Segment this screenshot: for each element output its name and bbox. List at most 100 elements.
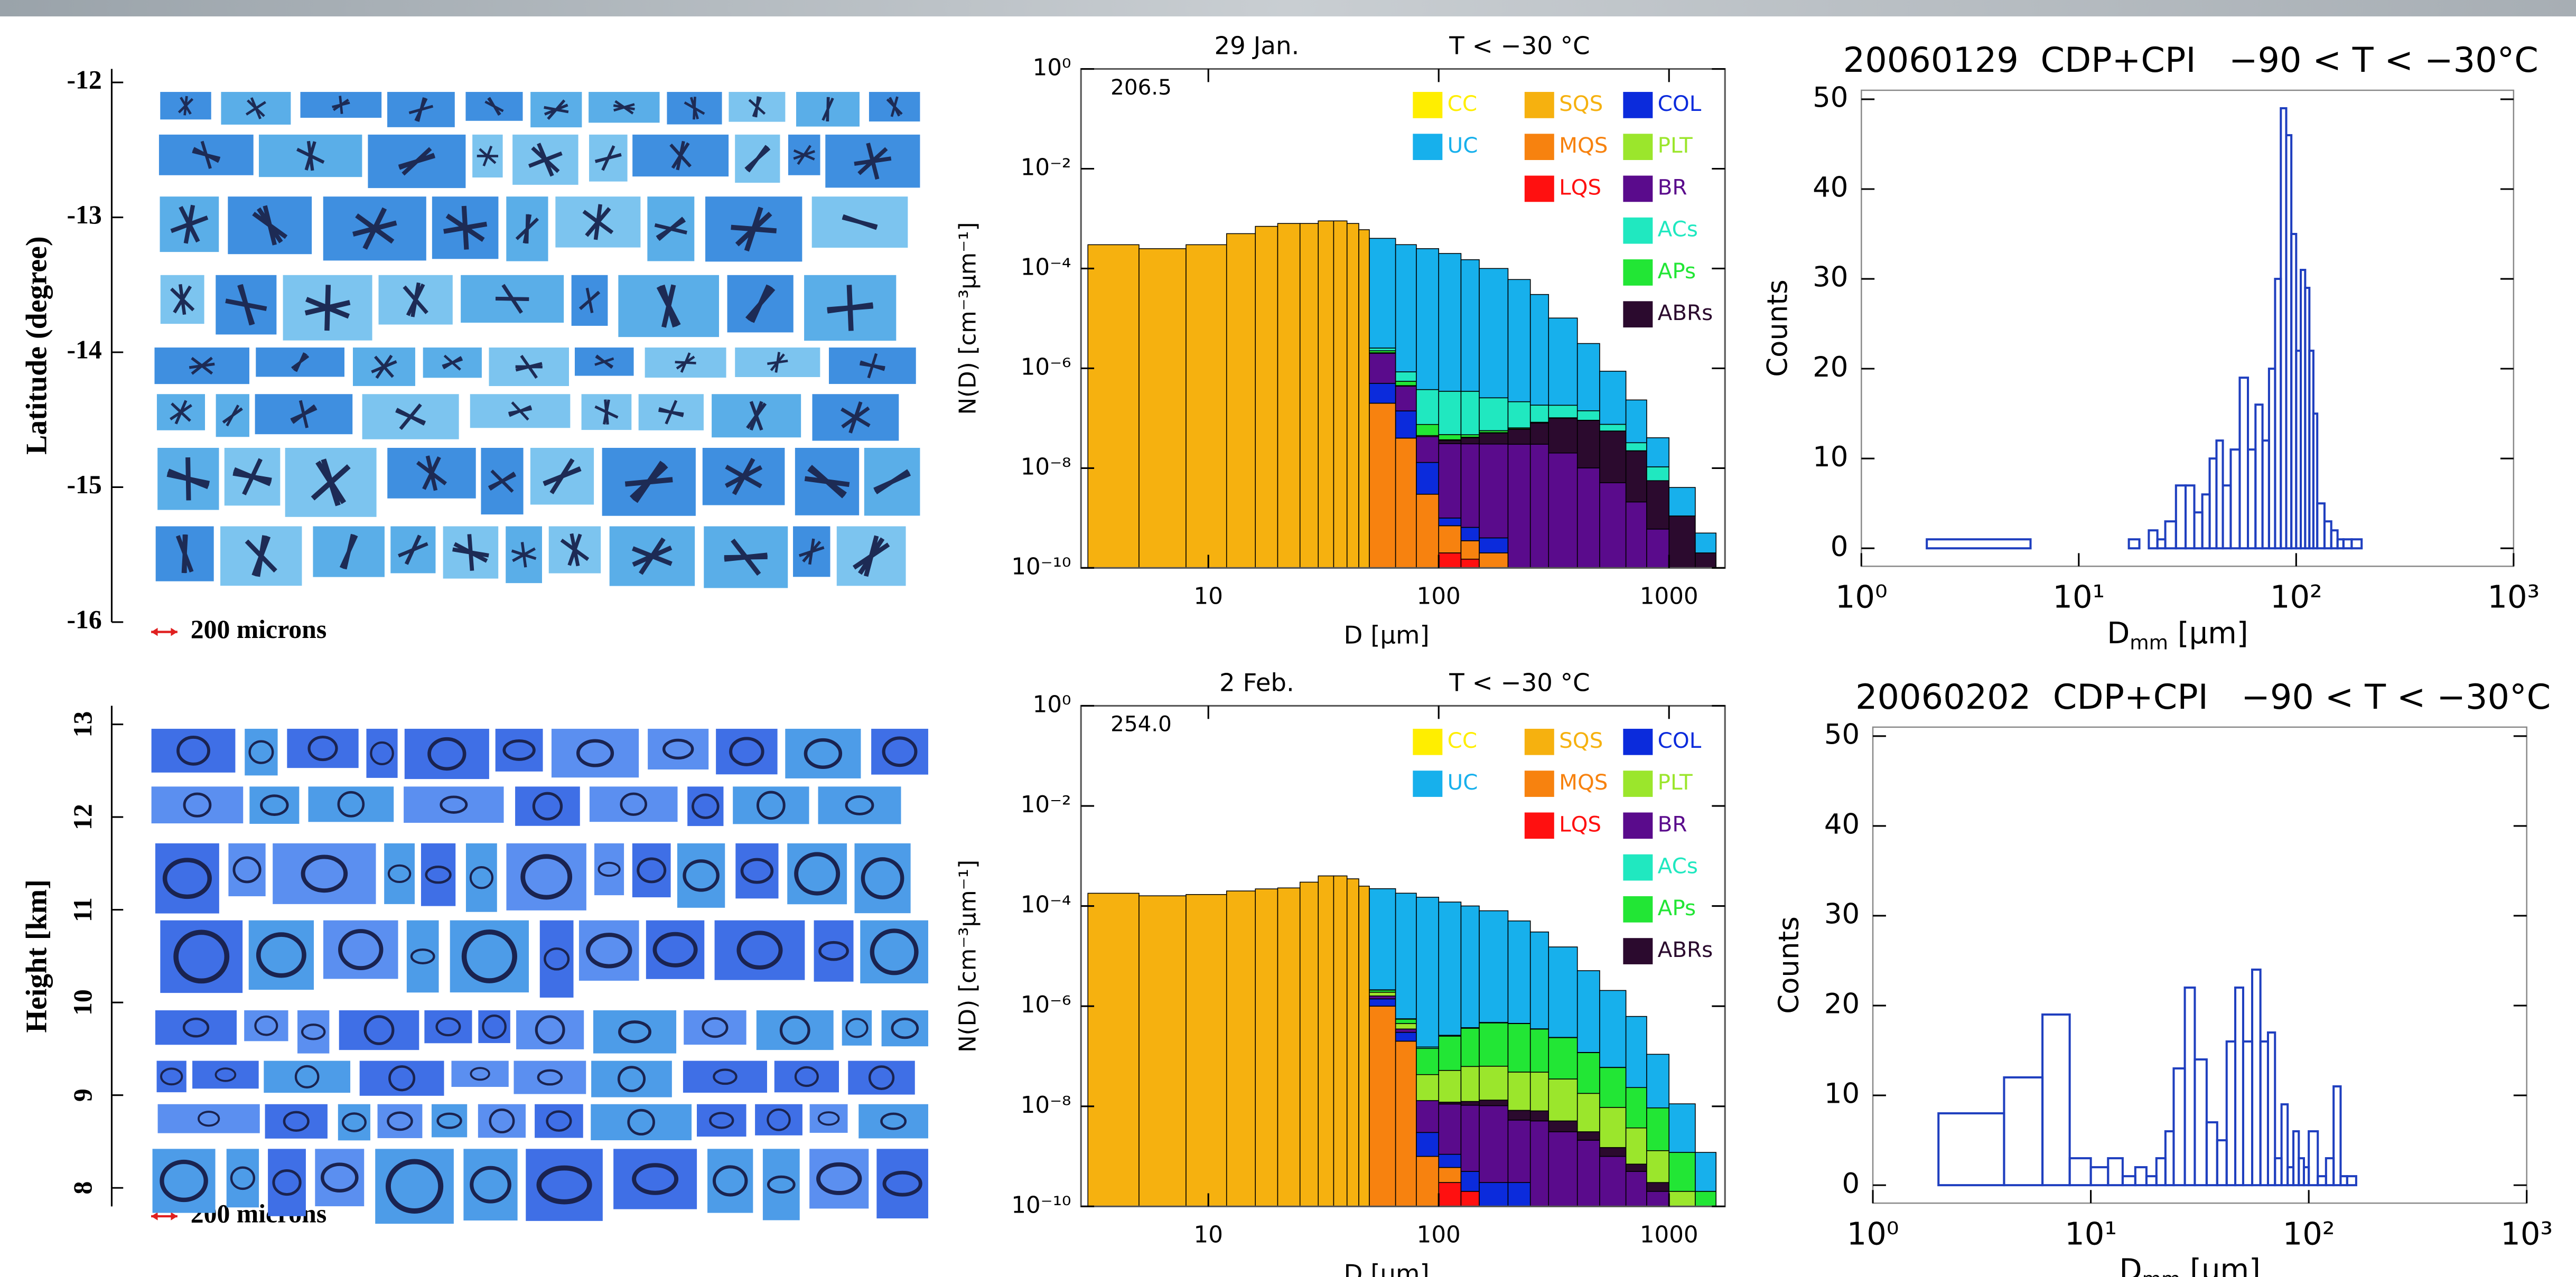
y-tick-label: 10⁻² [1021,792,1071,818]
y-tick-label: 10 [68,989,97,1016]
particle-body [868,1065,895,1090]
bar-segment [1395,244,1417,372]
x-tick-label: 10 [1194,1222,1223,1248]
y-tick-label: 50 [1824,718,1860,750]
bar-segment [1646,1182,1669,1192]
legend-swatch [1524,728,1554,755]
bar-segment [1576,420,1600,468]
particle-arm [889,97,901,117]
particle-arm [410,282,421,317]
legend-swatch [1413,134,1443,161]
bar-segment [1576,410,1600,421]
bar-segment [1576,1052,1600,1094]
bar-segment [1625,1163,1647,1172]
x-axis-label-subscript: mm [2142,1267,2181,1277]
particle-arm [537,143,554,177]
bar-segment [1395,410,1417,439]
particle-body [709,1112,734,1129]
bar-segment [1416,1048,1439,1075]
x-axis-label: D [μm] [1343,621,1429,649]
legend-label: CC [1448,91,1477,116]
bar-segment [1625,1016,1647,1088]
particle-arm [585,287,594,313]
bar-segment [1646,1150,1669,1183]
bar-segment [1479,397,1509,431]
particle-body [469,866,494,889]
particle-body [816,1162,862,1195]
scale-arrow-head [151,1212,178,1220]
bar-segment [1479,910,1509,1023]
particle-body [620,792,647,816]
particle-arm [827,303,873,313]
particle-arm [443,356,462,370]
bar-segment [1625,1127,1647,1165]
bar-segment [1668,487,1696,517]
bar-segment [1369,402,1396,569]
particle-arm [508,405,532,417]
bar-segment [1625,442,1647,452]
particle-frame [424,1010,472,1044]
y-tick-label: -16 [67,605,101,634]
legend-label: PLT [1658,133,1693,158]
bar-segment [1369,996,1396,1000]
bar-segment [1625,1171,1647,1207]
y-tick-label: 10⁻⁸ [1021,1092,1071,1119]
particle-body [182,1017,210,1038]
legend-swatch [1623,854,1653,881]
bars [1087,875,1716,1207]
particle-body [794,852,841,896]
particle-arm [321,458,341,506]
bar-segment [1460,437,1480,445]
particle-frame [535,1104,583,1138]
particle-arm [395,409,426,425]
bar-segment [1277,887,1301,1207]
bar-segment [1395,371,1417,382]
legend-label: CC [1448,728,1477,753]
bar-segment [1416,494,1439,569]
particle-arm [166,472,210,486]
particle-arm [613,104,635,110]
bar-segment [1369,888,1396,991]
particle-frame [818,786,901,824]
x-tick-label: 1000 [1640,583,1698,609]
particle-arm [375,354,393,379]
bar-segment [1646,437,1669,467]
particle-body [183,792,212,818]
particle-arm [745,287,776,321]
particle-arm [489,471,516,491]
legend-label: ABRs [1658,300,1713,325]
particle-body [880,1112,907,1130]
bar-segment [1438,391,1462,435]
particle-frame [404,786,504,823]
bar-segment [1460,540,1480,560]
bar-segment [1438,1167,1462,1183]
bar-segment [1277,223,1301,569]
particle-arm [544,106,569,114]
particle-frame [151,728,236,773]
particle-body [683,859,720,892]
particle-frame [593,1010,677,1054]
particle-arm [594,405,619,419]
particle-body [544,947,570,971]
particle-body [254,1015,278,1036]
particle-images [151,728,928,1224]
x-tick-label: 10² [2270,579,2322,615]
particle-arm [222,408,243,424]
x-axis-label-subscript: mm [2130,631,2168,654]
particle-body [440,795,468,814]
particle-body [230,1166,256,1190]
particle-body [435,1017,461,1037]
particle-arm [487,97,501,116]
bar-segment [1529,444,1550,569]
particle-body [712,1165,748,1197]
bar-segment [1358,229,1370,569]
particle-arm [255,535,267,577]
bar-segment [1479,268,1509,399]
particle-frame [451,1060,509,1087]
bar-segment [1548,1131,1578,1207]
particle-arm [445,213,485,242]
bar-segment [1695,1191,1716,1207]
bar-segment [1576,1131,1600,1141]
y-tick-label: -14 [67,335,101,364]
particle-body [338,929,384,971]
